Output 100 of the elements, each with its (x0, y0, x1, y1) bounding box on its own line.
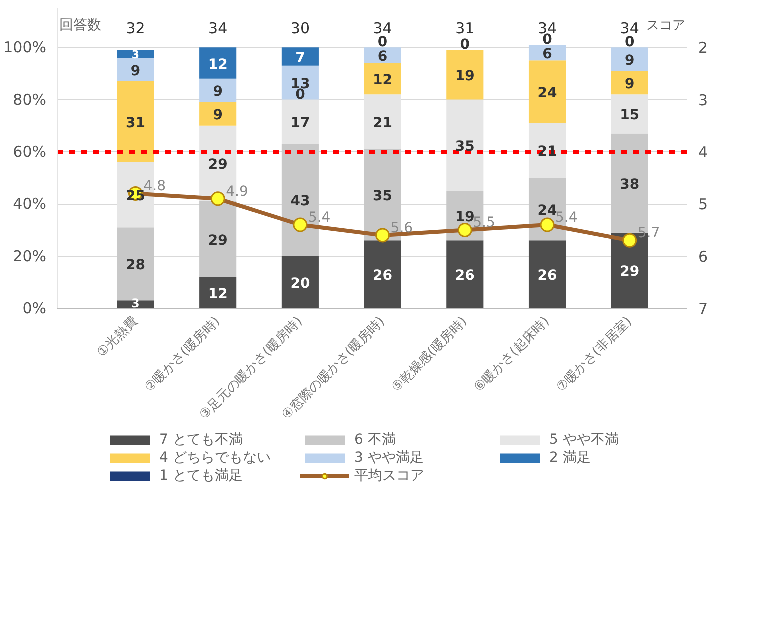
data-label: 43 (290, 194, 310, 210)
data-label: 24 (538, 85, 558, 102)
annotation: 32 (126, 20, 146, 38)
data-label: 9 (213, 108, 223, 124)
bar (528, 240, 566, 308)
data-label: 17 (290, 115, 310, 132)
bar (117, 82, 154, 162)
bar (200, 277, 237, 308)
data-label: 26 (455, 268, 475, 284)
bar (528, 123, 566, 178)
legend-label: 2 満足 (550, 449, 592, 467)
data-label: 29 (620, 264, 640, 280)
y2-tick-label: 4 (698, 143, 708, 162)
data-label: 15 (620, 108, 640, 124)
legend-label: 3 やや満足 (354, 449, 425, 467)
data-label: 7 (296, 50, 306, 66)
y-tick-label: 20% (13, 247, 47, 266)
annotation: 31 (456, 20, 475, 38)
bar (200, 202, 237, 278)
point (540, 218, 555, 232)
data-label: 6 (542, 46, 552, 62)
y2-tick-label: 7 (698, 300, 708, 318)
x-tick-label: ⑤乾燥感(暖房時) (388, 313, 470, 396)
legend-label: 4 どちらでもない (160, 449, 272, 467)
bar (611, 94, 648, 134)
y-tick-label: 80% (13, 90, 47, 109)
bar (364, 94, 402, 150)
data-label: 5.6 (390, 220, 414, 236)
data-label: 26 (373, 268, 393, 284)
data-label: 29 (208, 232, 228, 249)
data-label: 4.8 (144, 178, 166, 195)
data-label: 19 (455, 209, 475, 226)
y2-tick-label: 2 (698, 39, 708, 58)
data-label: 5.4 (556, 210, 578, 226)
bar (364, 63, 402, 95)
legend-label: 5 やや不満 (550, 431, 620, 449)
annotation: 回答数 (60, 18, 102, 34)
data-label: 9 (130, 63, 141, 80)
data-label: 20 (290, 276, 310, 292)
data-label: 12 (208, 286, 228, 302)
data-label: 21 (373, 115, 393, 132)
bar (611, 71, 648, 95)
bar (282, 48, 319, 66)
data-label: 35 (373, 188, 393, 205)
point (622, 233, 638, 248)
data-label: 3 (132, 296, 140, 310)
x-tick-label: ①光熱費 (94, 314, 142, 361)
data-label: 24 (538, 202, 558, 219)
bar (364, 48, 402, 64)
legend-label: 6 不満 (354, 431, 397, 449)
bar (200, 102, 237, 126)
point (376, 228, 390, 243)
data-label: 5.7 (638, 226, 660, 242)
bar (282, 100, 319, 144)
y2-tick-label: 5 (698, 196, 708, 214)
x-tick-label: ⑥暖かさ(起床時) (472, 314, 553, 396)
data-label: 9 (213, 84, 223, 100)
y-tick-label: 0% (22, 300, 46, 318)
data-label: 38 (620, 176, 640, 193)
data-label: 31 (126, 115, 146, 132)
data-label: 5.4 (308, 210, 331, 226)
bar (282, 256, 319, 308)
data-label: 35 (455, 138, 475, 155)
y2-tick-label: 3 (698, 91, 708, 110)
data-label: 9 (624, 52, 635, 69)
data-label: 28 (126, 258, 146, 274)
bar (611, 48, 648, 72)
data-label: 0 (624, 34, 635, 51)
bar (117, 58, 154, 82)
legend-label: 平均スコア (354, 467, 426, 485)
data-label: 19 (455, 68, 475, 85)
point (293, 218, 308, 232)
bar (200, 78, 237, 102)
bar (528, 60, 566, 124)
y-tick-label: 40% (13, 195, 47, 214)
bar (446, 100, 484, 192)
bar (200, 48, 237, 79)
legend-label: 1 とても満足 (160, 467, 244, 485)
data-label: 4.9 (226, 184, 248, 200)
legend-label: 7 とても不満 (160, 431, 244, 449)
bar (364, 240, 402, 308)
y-tick-label: 100% (4, 38, 47, 57)
x-tick-label: ⑦暖かさ(非居室) (553, 313, 636, 396)
data-label: 0 (460, 37, 470, 54)
data-label: 29 (208, 157, 228, 174)
data-label: 12 (373, 72, 393, 88)
data-label: 26 (538, 268, 558, 284)
bar (446, 50, 484, 100)
annotation: 34 (208, 20, 228, 38)
y2-tick-label: 6 (698, 248, 708, 266)
data-label: 9 (624, 76, 635, 92)
annotation: 30 (290, 20, 310, 38)
point (458, 223, 472, 238)
y-tick-label: 60% (13, 142, 47, 161)
data-label: 12 (208, 56, 228, 73)
data-label: 6 (378, 48, 388, 65)
bar (446, 240, 484, 308)
data-label: 0 (378, 34, 388, 51)
point (210, 192, 226, 206)
y2-axis-title: スコア (646, 18, 686, 34)
